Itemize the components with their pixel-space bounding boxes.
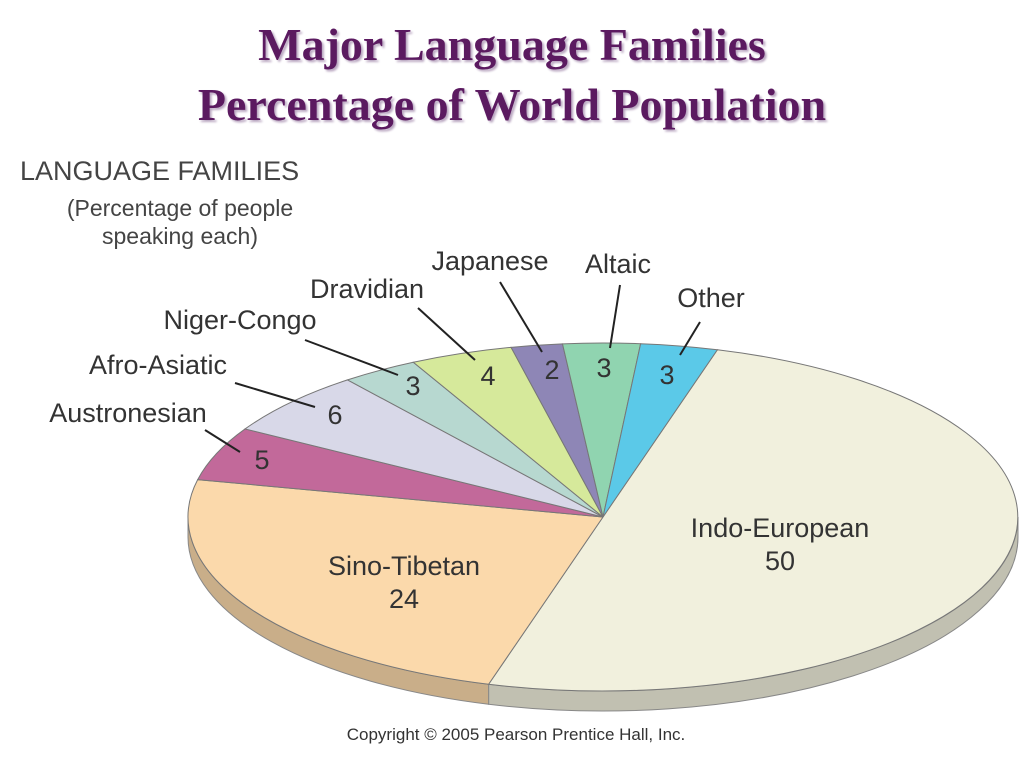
leader-line: [499, 281, 543, 353]
leader-line: [609, 284, 621, 349]
leader-line: [234, 382, 316, 408]
slice-label: Indo-European: [691, 513, 870, 543]
leader-line: [204, 429, 241, 453]
value-label: 6: [327, 400, 342, 430]
value-label: 50: [765, 546, 795, 576]
value-label: 3: [596, 353, 611, 383]
slice: [187, 479, 604, 685]
leader-line: [679, 321, 701, 356]
slice-label: Dravidian: [310, 274, 424, 304]
slice-label: Japanese: [431, 246, 548, 276]
slice: [243, 379, 604, 518]
value-label: 4: [480, 361, 495, 391]
slice-label: Other: [677, 283, 745, 313]
value-label: 24: [389, 584, 419, 614]
leader-line: [304, 339, 399, 376]
slice: [487, 349, 1019, 692]
slice-label: Sino-Tibetan: [328, 551, 480, 581]
source: Copyright © 2005 Pearson Prentice Hall, …: [347, 725, 686, 744]
slice-label: Altaic: [585, 249, 651, 279]
legend-subtitle: (Percentage of people speaking each): [66, 195, 294, 249]
slice: [602, 343, 719, 518]
chart-subtitle: Percentage of World Population: [198, 79, 826, 130]
slice-label: Niger-Congo: [163, 305, 316, 335]
leader-line: [417, 307, 476, 361]
slice-label: Austronesian: [49, 398, 207, 428]
value-label: 5: [254, 445, 269, 475]
value-label: 3: [659, 360, 674, 390]
slice-label: Afro-Asiatic: [89, 350, 227, 380]
value-label: 3: [405, 371, 420, 401]
value-label: 2: [544, 355, 559, 385]
legend-title: LANGUAGE FAMILIES: [20, 156, 299, 186]
chart-title: Major Language Families: [258, 19, 766, 70]
